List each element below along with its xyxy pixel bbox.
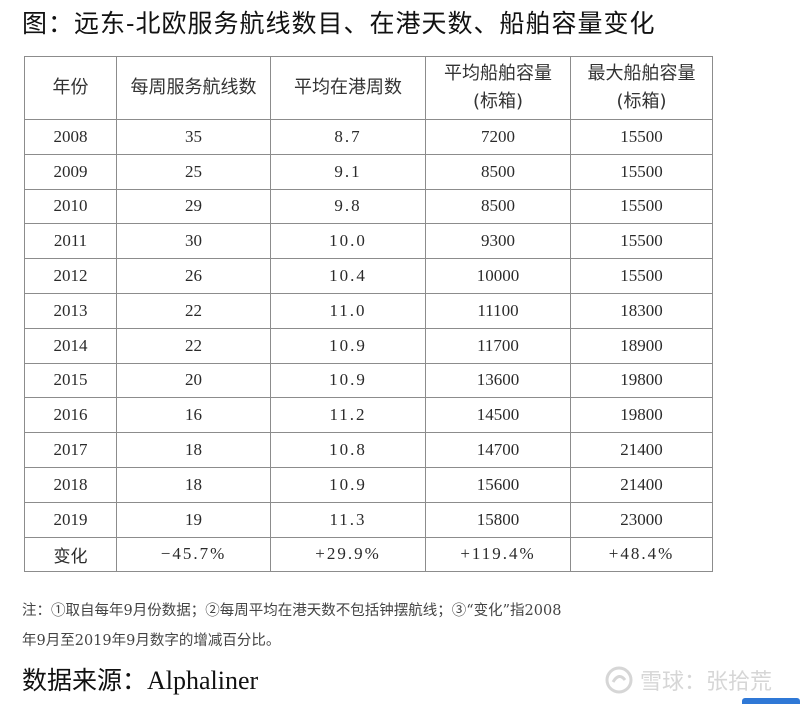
cell-routes: 35: [116, 119, 271, 155]
footnote-line-1: 注：①取自每年9月份数据；②每周平均在港天数不包括钟摆航线；③“变化”指2008: [22, 603, 562, 619]
change-cell-routes: −45.7%: [116, 536, 271, 573]
cell-year: 2011: [24, 223, 117, 260]
cell-max: 21400: [570, 466, 713, 503]
table-row: 2010 29 9.8 8500 15500: [24, 188, 713, 225]
cell-avg: 11700: [425, 327, 571, 364]
cell-days: 10.0: [270, 223, 426, 260]
cell-avg: 15800: [425, 501, 571, 538]
corner-accent-bar: [742, 698, 800, 704]
cell-days: 10.8: [270, 432, 426, 468]
cell-avg: 10000: [425, 258, 571, 294]
cell-routes: 30: [116, 223, 271, 260]
cell-year: 2009: [24, 153, 117, 190]
header-year: 年份: [24, 56, 117, 120]
cell-routes: 20: [116, 362, 271, 399]
cell-year: 2014: [24, 327, 117, 364]
cell-year: 2012: [24, 258, 117, 294]
cell-avg: 15600: [425, 466, 571, 503]
cell-max: 15500: [570, 258, 713, 294]
cell-days: 10.9: [270, 327, 426, 364]
cell-max: 21400: [570, 432, 713, 468]
cell-year: 2018: [24, 466, 117, 503]
footnote-line-2: 年9月至2019年9月数字的增减百分比。: [22, 633, 281, 649]
table-row: 2009 25 9.1 8500 15500: [24, 153, 713, 190]
cell-routes: 25: [116, 153, 271, 190]
cell-days: 11.3: [270, 501, 426, 538]
watermark-text: 雪球：张拾荒: [640, 670, 773, 695]
cell-routes: 18: [116, 432, 271, 468]
cell-year: 2010: [24, 188, 117, 225]
table-row: 2012 26 10.4 10000 15500: [24, 258, 713, 294]
watermark: 雪球：张拾荒: [604, 664, 772, 696]
header-weekly-routes: 每周服务航线数: [116, 56, 271, 120]
table-row: 2019 19 11.3 15800 23000: [24, 501, 713, 538]
table-header-row: 年份 每周服务航线数 平均在港周数 平均船舶容量 (标箱) 最大船舶容量 (标箱…: [24, 56, 713, 120]
cell-avg: 8500: [425, 188, 571, 225]
table-body: 2008 35 8.7 7200 15500 2009 25 9.1 8500 15500 2010…: [24, 119, 713, 573]
cell-avg: 9300: [425, 223, 571, 260]
cell-avg: 13600: [425, 362, 571, 399]
cell-year: 2019: [24, 501, 117, 538]
cell-avg: 14700: [425, 432, 571, 468]
cell-routes: 22: [116, 292, 271, 329]
data-table: 年份 每周服务航线数 平均在港周数 平均船舶容量 (标箱) 最大船舶容量 (标箱…: [24, 56, 713, 573]
cell-days: 11.2: [270, 397, 426, 434]
source-name: Alphaliner: [147, 666, 259, 695]
cell-year: 2016: [24, 397, 117, 434]
cell-days: 10.9: [270, 466, 426, 503]
cell-avg: 11100: [425, 292, 571, 329]
cell-avg: 8500: [425, 153, 571, 190]
cell-days: 8.7: [270, 119, 426, 155]
cell-days: 10.4: [270, 258, 426, 294]
cell-max: 18300: [570, 292, 713, 329]
cell-max: 15500: [570, 188, 713, 225]
cell-routes: 26: [116, 258, 271, 294]
cell-days: 10.9: [270, 362, 426, 399]
header-avg-capacity: 平均船舶容量 (标箱): [425, 56, 571, 120]
cell-routes: 29: [116, 188, 271, 225]
table-row: 2011 30 10.0 9300 15500: [24, 223, 713, 260]
cell-routes: 22: [116, 327, 271, 364]
table-row: 2013 22 11.0 11100 18300: [24, 292, 713, 329]
cell-days: 9.1: [270, 153, 426, 190]
cell-routes: 16: [116, 397, 271, 434]
cell-year: 2008: [24, 119, 117, 155]
change-cell-max: +48.4%: [570, 536, 713, 573]
cell-avg: 14500: [425, 397, 571, 434]
cell-year: 2017: [24, 432, 117, 468]
cell-days: 9.8: [270, 188, 426, 225]
cell-year: 2013: [24, 292, 117, 329]
cell-max: 15500: [570, 119, 713, 155]
source-label: 数据来源：: [22, 666, 148, 695]
table-row: 2018 18 10.9 15600 21400: [24, 466, 713, 503]
table-change-row: 变化 −45.7% +29.9% +119.4% +48.4%: [24, 536, 713, 573]
snowball-logo-icon: [605, 666, 633, 694]
data-source: 数据来源：Alphaliner: [22, 661, 258, 697]
cell-max: 18900: [570, 327, 713, 364]
cell-max: 23000: [570, 501, 713, 538]
header-avg-port-weeks: 平均在港周数: [270, 56, 426, 120]
cell-routes: 18: [116, 466, 271, 503]
cell-routes: 19: [116, 501, 271, 538]
table-row: 2016 16 11.2 14500 19800: [24, 397, 713, 434]
table-row: 2015 20 10.9 13600 19800: [24, 362, 713, 399]
change-cell-year: 变化: [24, 536, 117, 573]
page-title: 图：远东-北欧服务航线数目、在港天数、船舶容量变化: [22, 9, 656, 38]
header-max-capacity: 最大船舶容量 (标箱): [570, 56, 713, 120]
table-row: 2014 22 10.9 11700 18900: [24, 327, 713, 364]
table-row: 2008 35 8.7 7200 15500: [24, 119, 713, 155]
footnote: 注：①取自每年9月份数据；②每周平均在港天数不包括钟摆航线；③“变化”指2008…: [22, 596, 722, 656]
cell-days: 11.0: [270, 292, 426, 329]
cell-avg: 7200: [425, 119, 571, 155]
change-cell-avg: +119.4%: [425, 536, 571, 573]
cell-max: 19800: [570, 362, 713, 399]
table-row: 2017 18 10.8 14700 21400: [24, 432, 713, 468]
cell-max: 15500: [570, 153, 713, 190]
cell-max: 15500: [570, 223, 713, 260]
change-cell-days: +29.9%: [270, 536, 426, 573]
cell-year: 2015: [24, 362, 117, 399]
cell-max: 19800: [570, 397, 713, 434]
